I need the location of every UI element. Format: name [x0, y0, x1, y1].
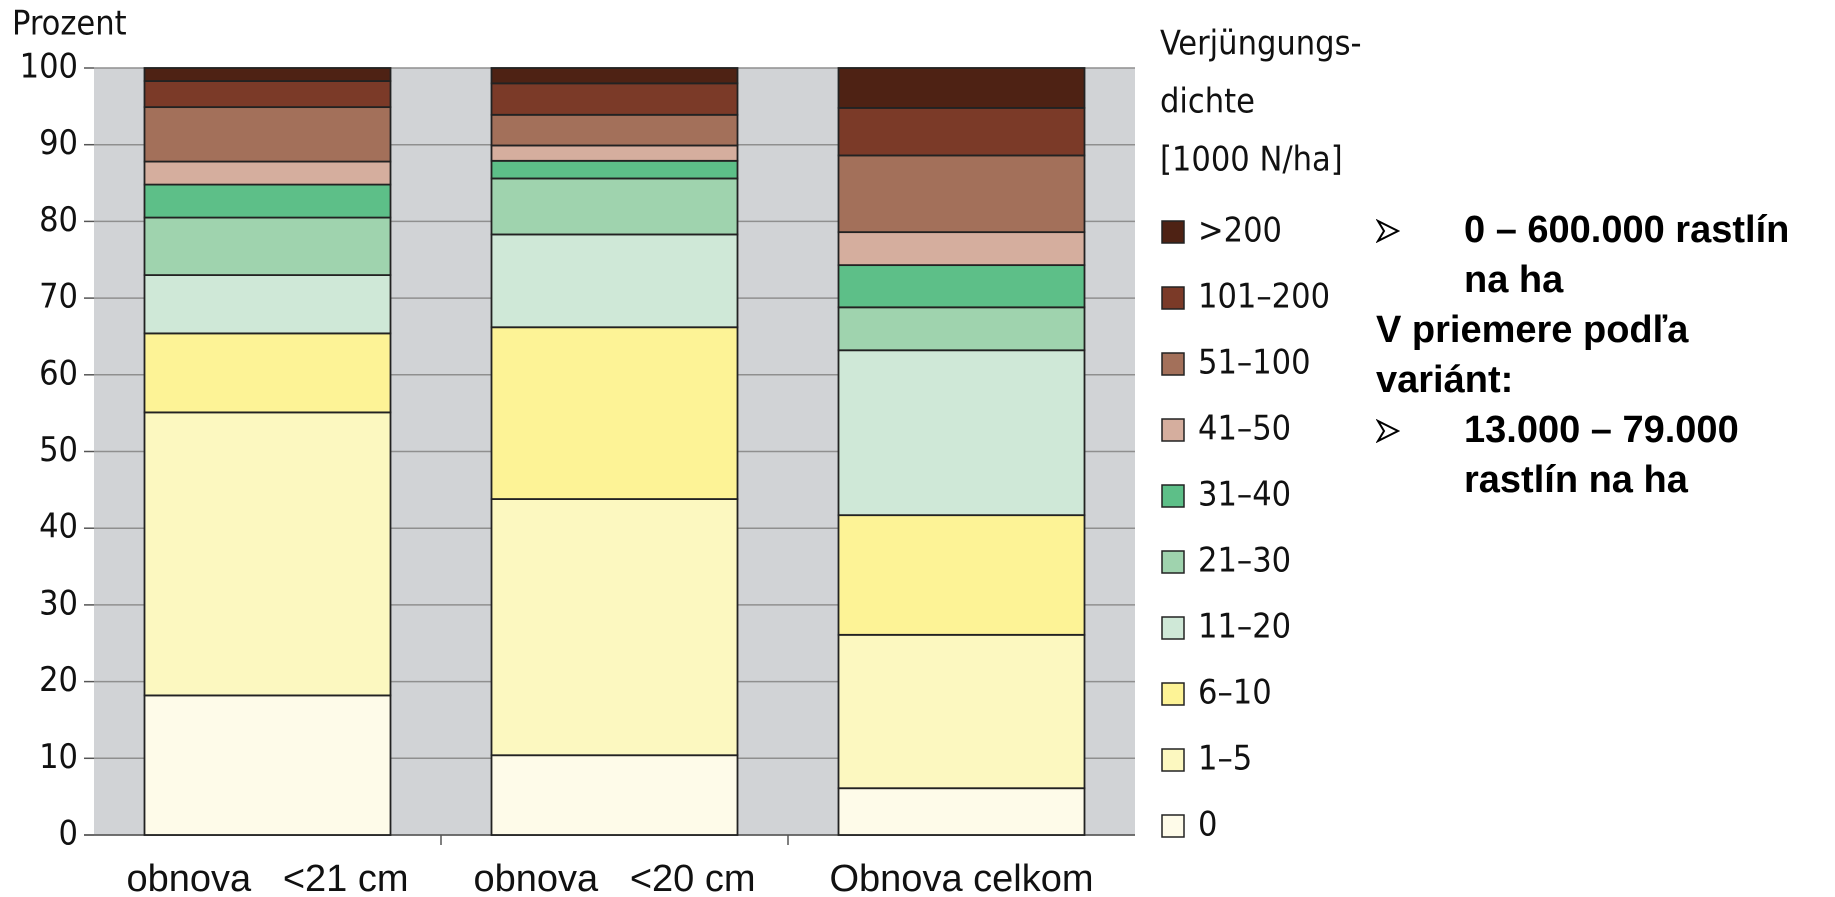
y-tick-label: 100	[20, 47, 78, 87]
legend-title-line: [1000 N/ha]	[1160, 140, 1343, 180]
bar-segment	[837, 67, 1086, 109]
bar-segment	[143, 67, 392, 82]
bar-segment	[490, 144, 739, 162]
y-tick-label: 0	[59, 814, 78, 854]
y-tick-label: 30	[39, 583, 78, 623]
y-axis-label: Prozent	[12, 4, 127, 44]
legend-label: 6–10	[1198, 673, 1272, 713]
y-tick-label: 70	[39, 277, 78, 317]
bar-segment	[837, 106, 1086, 157]
legend-label: 11–20	[1198, 607, 1291, 647]
legend-swatch	[1161, 682, 1185, 706]
legend-title-line: Verjüngungs-	[1160, 24, 1362, 64]
x-tick-label: obnova <20 cm	[473, 858, 755, 897]
legend-label: 21–30	[1198, 541, 1291, 581]
bar-segment	[143, 160, 392, 186]
y-tick-label: 50	[39, 430, 78, 470]
note: 0 – 600.000 rastlín na ha	[1376, 205, 1831, 305]
note-text: V priemere podľa variánt:	[1376, 309, 1689, 401]
legend-title: Verjüngungs-dichte [1000 N/ha]	[1160, 24, 1362, 180]
legend-label: 1–5	[1198, 739, 1252, 779]
y-tick-label: 20	[39, 660, 78, 700]
bullet-arrow	[1376, 219, 1400, 243]
legend-swatch	[1161, 220, 1185, 244]
y-tick-label: 40	[39, 507, 78, 547]
bar-segment	[490, 67, 739, 85]
y-tick-label: 10	[39, 737, 78, 777]
bar-segment	[490, 754, 739, 836]
bar-segment	[837, 231, 1086, 267]
legend-label: 31–40	[1198, 475, 1291, 515]
legend-swatch	[1161, 484, 1185, 508]
bar-segment	[143, 411, 392, 697]
legend-title-line: dichte	[1160, 82, 1255, 122]
bar-segment	[837, 787, 1086, 836]
legend-swatch	[1161, 286, 1185, 310]
note: 13.000 – 79.000 rastlín na ha	[1376, 405, 1831, 505]
y-tick-label: 90	[39, 123, 78, 163]
bar-segment	[490, 159, 739, 180]
bar-segment	[837, 514, 1086, 636]
legend-label: 41–50	[1198, 409, 1291, 449]
bar-segment	[837, 264, 1086, 309]
note-text: 0 – 600.000 rastlín na ha	[1464, 209, 1790, 301]
bar-segment	[490, 326, 739, 500]
note: V priemere podľa variánt:	[1376, 305, 1831, 405]
bar-segment	[143, 183, 392, 219]
bar-segment	[490, 113, 739, 147]
x-tick-label: obnova <21 cm	[126, 858, 408, 897]
legend-swatch	[1161, 814, 1185, 838]
bar-segment	[143, 332, 392, 414]
bar-segment	[490, 177, 739, 236]
legend-label: >200	[1198, 211, 1282, 251]
y-tick-label: 80	[39, 200, 78, 240]
x-tick-label: Obnova celkom	[829, 858, 1093, 897]
bar-segment	[143, 274, 392, 335]
bar-segment	[490, 233, 739, 329]
legend-swatch	[1161, 352, 1185, 376]
bar-segment	[837, 633, 1086, 790]
y-tick-label: 60	[39, 353, 78, 393]
bar-segment	[490, 82, 739, 116]
legend-swatch	[1161, 748, 1185, 772]
bar-segment	[143, 80, 392, 109]
bar-segment	[837, 349, 1086, 517]
legend-swatch	[1161, 550, 1185, 574]
legend-swatch	[1161, 418, 1185, 442]
bullet-arrow	[1376, 419, 1400, 443]
bar-segment	[837, 154, 1086, 234]
bar-segment	[837, 306, 1086, 352]
bar-segment	[143, 106, 392, 163]
legend-label: 0	[1198, 805, 1217, 845]
legend-swatch	[1161, 616, 1185, 640]
bar-segment	[143, 694, 392, 836]
notes: 0 – 600.000 rastlín na ha V priemere pod…	[1376, 205, 1831, 505]
legend-label: 101–200	[1198, 277, 1330, 317]
legend-label: 51–100	[1198, 343, 1311, 383]
bar-segment	[490, 498, 739, 757]
bar-segment	[143, 216, 392, 276]
note-text: 13.000 – 79.000 rastlín na ha	[1464, 409, 1739, 501]
